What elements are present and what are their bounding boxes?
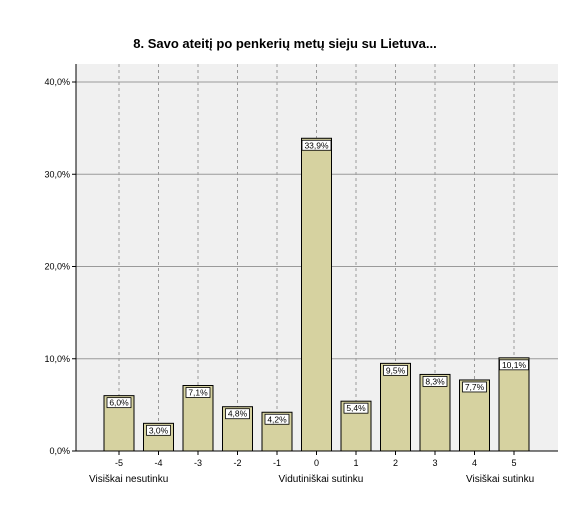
data-label: 9,5% xyxy=(386,365,406,375)
y-tick-label: 20,0% xyxy=(44,262,70,272)
x-tick-label: -1 xyxy=(273,458,281,468)
x-tick-label: 0 xyxy=(314,458,319,468)
bar xyxy=(301,137,332,452)
data-labels: 6,0% 3,0% 7,1% 4,8% 4,2% 33,9% 5,4% 9,5% 8,3% 7,7… xyxy=(106,139,529,436)
data-label: 7,7% xyxy=(465,382,485,392)
data-label-box xyxy=(422,376,448,387)
data-label-box xyxy=(264,413,290,425)
x-tick-label: -5 xyxy=(115,458,123,468)
y-tick-label: 40,0% xyxy=(44,77,70,87)
data-label: 33,9% xyxy=(304,140,329,150)
data-label-box xyxy=(225,408,250,420)
y-tick-label: 0,0% xyxy=(49,446,70,456)
data-label-box xyxy=(106,397,132,409)
bar xyxy=(498,357,530,452)
x-tick-label: 5 xyxy=(511,458,516,468)
x-tick-label: -3 xyxy=(194,458,202,468)
data-label: 3,0% xyxy=(149,425,169,435)
bar xyxy=(380,362,411,452)
y-tick-label: 30,0% xyxy=(44,169,70,179)
scale-anchor-right: Visiškai sutinku xyxy=(466,474,535,485)
x-tick-label: 4 xyxy=(472,458,477,468)
x-tick-label: -4 xyxy=(154,458,162,468)
data-label: 6,0% xyxy=(109,398,129,408)
data-label: 4,8% xyxy=(228,409,248,419)
data-label-box xyxy=(462,381,487,393)
data-label-box xyxy=(499,359,529,371)
data-label: 7,1% xyxy=(188,388,208,398)
x-tick-label: 2 xyxy=(393,458,398,468)
data-label-box xyxy=(185,387,211,398)
scale-anchor-middle: Vidutiniškai sutinku xyxy=(278,474,364,485)
chart-title: 8. Savo ateitį po penkerių metų sieju su… xyxy=(133,36,437,51)
x-tick-label: -2 xyxy=(233,458,241,468)
data-label-box xyxy=(343,402,369,414)
y-tick-label: 10,0% xyxy=(44,354,70,364)
data-label: 8,3% xyxy=(425,376,445,386)
data-label-box xyxy=(301,139,332,151)
bar xyxy=(419,373,451,452)
data-label-box xyxy=(146,424,171,436)
data-label-box xyxy=(383,364,408,376)
x-tick-label: 3 xyxy=(432,458,437,468)
x-tick-label: 1 xyxy=(353,458,358,468)
scale-anchor-left: Visiškai nesutinku xyxy=(89,474,169,485)
data-label: 4,2% xyxy=(267,414,287,424)
data-label: 10,1% xyxy=(502,360,527,370)
data-label: 5,4% xyxy=(346,403,366,413)
